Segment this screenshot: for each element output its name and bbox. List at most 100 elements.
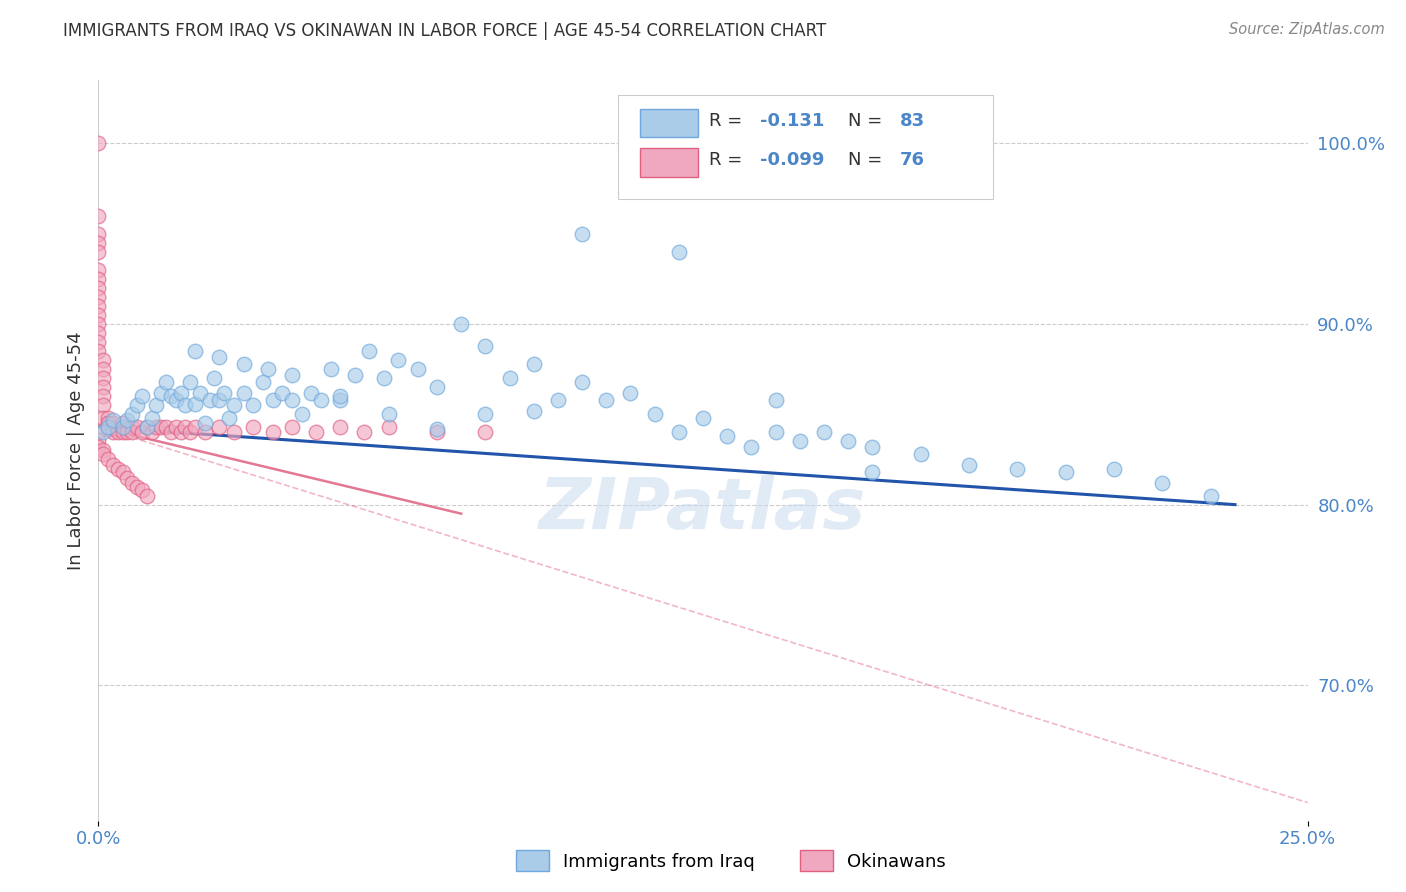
Point xyxy=(107,422,129,436)
Point xyxy=(860,465,883,479)
Point xyxy=(150,420,173,434)
Point xyxy=(619,385,641,400)
Point xyxy=(406,362,429,376)
Point xyxy=(547,392,569,407)
Point xyxy=(222,425,245,440)
Point xyxy=(111,465,134,479)
Point xyxy=(426,380,449,394)
Point xyxy=(256,362,278,376)
Point xyxy=(299,385,322,400)
Point xyxy=(91,411,114,425)
Point xyxy=(218,411,240,425)
Point xyxy=(101,413,124,427)
Point xyxy=(165,420,187,434)
Point xyxy=(208,392,231,407)
Point xyxy=(179,425,201,440)
Point xyxy=(450,317,472,331)
Point xyxy=(91,389,114,403)
Point xyxy=(343,368,366,382)
Text: R =: R = xyxy=(709,112,748,130)
Point xyxy=(474,425,496,440)
Point xyxy=(169,425,191,440)
Point xyxy=(111,420,134,434)
Point xyxy=(353,425,375,440)
Point xyxy=(121,420,143,434)
Point xyxy=(101,425,124,440)
Point xyxy=(169,385,191,400)
Point xyxy=(498,371,520,385)
Point xyxy=(87,209,110,223)
Point xyxy=(668,244,690,259)
Point xyxy=(117,425,139,440)
Point xyxy=(91,398,114,412)
Point xyxy=(174,420,197,434)
Point xyxy=(198,392,221,407)
Point xyxy=(740,440,762,454)
Point xyxy=(97,411,120,425)
Point xyxy=(160,389,183,403)
Point xyxy=(957,458,980,472)
Point xyxy=(87,425,110,440)
Point xyxy=(91,371,114,385)
Point xyxy=(474,408,496,422)
Point xyxy=(208,420,231,434)
Point xyxy=(305,425,328,440)
Point xyxy=(91,443,114,458)
Point xyxy=(155,375,177,389)
Point xyxy=(523,357,546,371)
Point xyxy=(87,308,110,322)
Point xyxy=(87,326,110,340)
Point xyxy=(1102,461,1125,475)
Point xyxy=(87,317,110,331)
Point xyxy=(87,227,110,241)
Point xyxy=(571,227,593,241)
Text: 83: 83 xyxy=(900,112,925,130)
Point xyxy=(373,371,395,385)
Point xyxy=(474,339,496,353)
Point xyxy=(184,420,207,434)
Point xyxy=(1152,475,1174,490)
Legend: Immigrants from Iraq, Okinawans: Immigrants from Iraq, Okinawans xyxy=(509,843,953,879)
Point xyxy=(127,398,149,412)
Point xyxy=(121,408,143,422)
Point xyxy=(281,420,304,434)
Point xyxy=(117,422,139,436)
Point xyxy=(765,425,787,440)
Point xyxy=(242,420,264,434)
Point xyxy=(281,392,304,407)
Text: ZIPatlas: ZIPatlas xyxy=(540,475,866,544)
Point xyxy=(135,420,157,434)
Point xyxy=(194,417,217,431)
Point xyxy=(87,263,110,277)
Point xyxy=(359,344,381,359)
Text: Source: ZipAtlas.com: Source: ZipAtlas.com xyxy=(1229,22,1385,37)
Point xyxy=(87,335,110,350)
FancyBboxPatch shape xyxy=(640,148,699,177)
Point xyxy=(174,398,197,412)
Point xyxy=(319,362,342,376)
Point xyxy=(121,475,143,490)
Point xyxy=(91,447,114,461)
Point xyxy=(101,458,124,472)
Point xyxy=(184,344,207,359)
Point xyxy=(91,353,114,368)
Point xyxy=(377,408,399,422)
Point xyxy=(212,385,235,400)
Point xyxy=(329,392,352,407)
Point xyxy=(131,389,153,403)
Point xyxy=(789,434,811,449)
Point xyxy=(111,417,134,431)
Text: N =: N = xyxy=(848,112,889,130)
Point xyxy=(141,411,163,425)
Point xyxy=(204,371,226,385)
Text: R =: R = xyxy=(709,152,748,169)
Point xyxy=(87,136,110,151)
Point xyxy=(668,425,690,440)
Text: -0.099: -0.099 xyxy=(759,152,824,169)
Point xyxy=(97,417,120,431)
Point xyxy=(87,272,110,286)
Point xyxy=(252,375,274,389)
Point xyxy=(837,434,859,449)
Point xyxy=(232,357,254,371)
Point xyxy=(87,290,110,304)
